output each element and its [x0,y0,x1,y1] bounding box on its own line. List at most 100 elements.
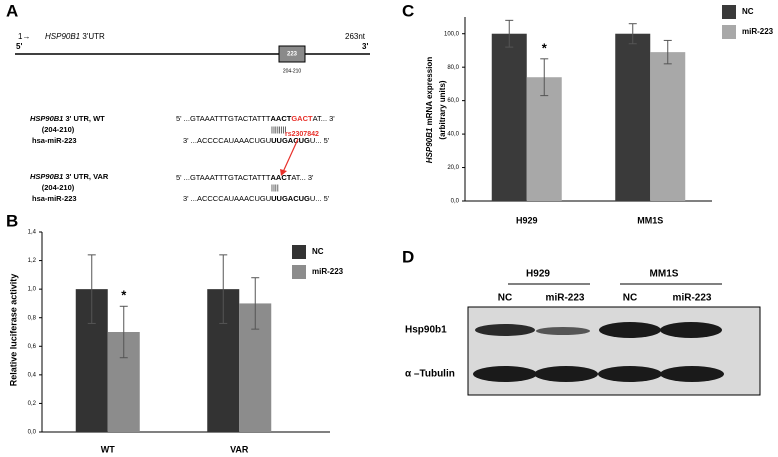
legend-swatch [292,265,306,279]
y-tick-label: 80,0 [447,65,459,71]
panel-letter: C [402,1,414,20]
band [660,366,724,382]
y-tick-label: 0,2 [28,401,37,407]
gene: HSP90B1 [30,172,63,181]
pairing: |||| [271,183,279,192]
bar [615,33,651,202]
row-range: (204-210) [42,183,75,192]
seed: AACT [270,173,291,182]
mirna-seq: 3' ...ACCCCAUAAACUGUUUGACUGU... 5' [183,194,330,203]
bar [650,52,686,201]
band [534,366,598,382]
seed-site: GACT [291,114,313,123]
label: 3' UTR, WT [65,114,105,123]
row-label: HSP90B1 3' UTR, VAR [30,172,109,181]
panel-letter: A [6,1,18,20]
seq: AT... 3' [291,173,314,182]
region: 3'UTR [82,32,105,41]
bar [491,33,527,202]
site-range: 204-210 [283,68,302,74]
legend-label: NC [312,247,324,256]
legend-label: NC [742,7,754,16]
y-tick-label: 100,0 [444,31,460,37]
row-label: Hsp90b1 [405,325,447,336]
five-prime: 5' [16,42,22,51]
seq: U... 5' [310,136,330,145]
snp-arrow [282,138,299,173]
significance: * [542,40,548,55]
gene: HSP90B1 [425,127,434,163]
y-tick-label: 0,8 [28,315,37,321]
band [660,322,722,338]
seed: UUGACUG [271,136,310,145]
panel-letter: D [402,247,414,266]
utr-title: HSP90B1 3'UTR [45,32,105,41]
x-tick-label: WT [101,444,115,454]
mirna-seq: 3' ...ACCCCAUAAACUGUUUGACUGU... 5' [183,136,330,145]
y-tick-label: 1,4 [28,230,37,236]
site-label: 223 [287,52,298,58]
lane-label: miR-223 [673,293,712,304]
target-seq: 5' ...GTAAATTTGTACTATTTAACTGACTAT... 3' [176,114,335,123]
legend-swatch [292,245,306,259]
lane-label: NC [498,293,512,304]
seed: UUGACUG [271,194,310,203]
band [599,322,661,338]
y-tick-label: 0,4 [28,372,37,378]
band [536,327,590,335]
band [598,366,662,382]
lane-label: miR-223 [546,293,585,304]
y-tick-label: 40,0 [447,132,459,138]
legend-label: miR-223 [312,267,344,276]
seq: 3' ...ACCCCAUAAACUGU [183,194,271,203]
pairing: |||||||| [271,125,287,134]
three-prime: 3' [362,42,368,51]
row-mirna: hsa-miR-223 [32,136,77,145]
legend-label: miR-223 [742,27,774,36]
y-tick-label: 20,0 [447,165,459,171]
seq: 3' ...ACCCCAUAAACUGU [183,136,271,145]
y-axis-label: Relative luciferase activity [8,274,18,387]
row-label: α –Tubulin [405,369,455,380]
label: mRNA expression [425,57,434,126]
y-tick-label: 1,0 [28,287,37,293]
y-axis-units: (arbitrary units) [438,80,447,139]
group-label: H929 [526,269,550,280]
y-tick-label: 0,6 [28,344,37,350]
snp-arrowhead [280,169,287,176]
x-tick-label: VAR [230,444,249,454]
row-mirna: hsa-miR-223 [32,194,77,203]
bands [473,322,724,382]
gene: HSP90B1 [30,114,63,123]
group-label: MM1S [650,269,679,280]
y-tick-label: 60,0 [447,98,459,104]
seq: AT... 3' [313,114,336,123]
site-box [278,45,306,63]
band [473,366,537,382]
label: 3' UTR, VAR [65,172,108,181]
seq: 5' ...GTAAATTTGTACTATTT [176,173,271,182]
panel-letter: B [6,211,18,230]
legend-swatch [722,25,736,39]
x-tick-label: MM1S [637,215,663,225]
x-tick-label: H929 [516,215,538,225]
y-axis-label: HSP90B1 mRNA expression [425,57,434,164]
significance: * [121,288,127,303]
lane-label: NC [623,293,637,304]
utr-length: 263nt [345,32,366,41]
row-range: (204-210) [42,125,75,134]
start-marker: 1→ [18,32,30,41]
legend-swatch [722,5,736,19]
y-tick-label: 1,2 [28,258,37,264]
bar [526,77,562,201]
snp-label: rs2307842 [285,131,319,138]
band [475,324,535,336]
y-tick-label: 0,0 [451,199,460,205]
seq: 5' ...GTAAATTTGTACTATTT [176,114,271,123]
gene: HSP90B1 [45,32,80,41]
row-label: HSP90B1 3' UTR, WT [30,114,105,123]
seed: AACT [270,114,291,123]
target-seq: 5' ...GTAAATTTGTACTATTTAACTAT... 3' [176,173,314,182]
seq: U... 5' [310,194,330,203]
